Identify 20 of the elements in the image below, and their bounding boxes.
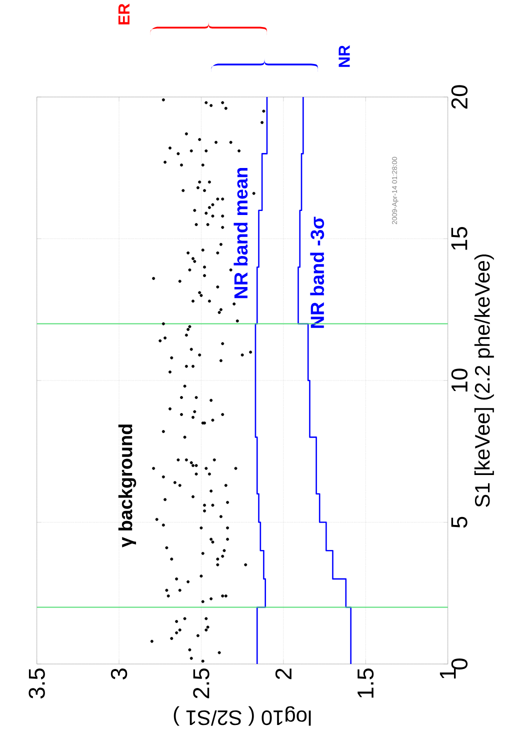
y-tick-label: 15 [451, 226, 468, 250]
y-tick-label: 5 [451, 516, 468, 528]
y-tick-label: 10 [451, 368, 468, 392]
x-tick-label: 3.5 [28, 668, 46, 698]
x-tick-label: 1.5 [358, 668, 374, 698]
y-axis-title: S1 [keVee] (2.2 phe/keVee) [474, 254, 494, 507]
x-tick-label: 2 [276, 668, 292, 680]
x-tick-label: 1 [440, 668, 456, 679]
y-tick-label: 0 [451, 658, 468, 670]
x-axis-title: log10 ( S2/S1 ) [174, 706, 311, 726]
line-series [298, 96, 352, 665]
line-series [254, 96, 268, 665]
x-tick-label: 3 [111, 668, 128, 680]
text: γ background [118, 424, 136, 548]
text: NR [338, 45, 350, 67]
x-tick-label: 2.5 [193, 668, 210, 698]
text: NR band -3σ [310, 216, 324, 328]
y-tick-label: 20 [451, 85, 468, 109]
text: ER [118, 4, 130, 24]
text: NR band mean [234, 168, 248, 298]
